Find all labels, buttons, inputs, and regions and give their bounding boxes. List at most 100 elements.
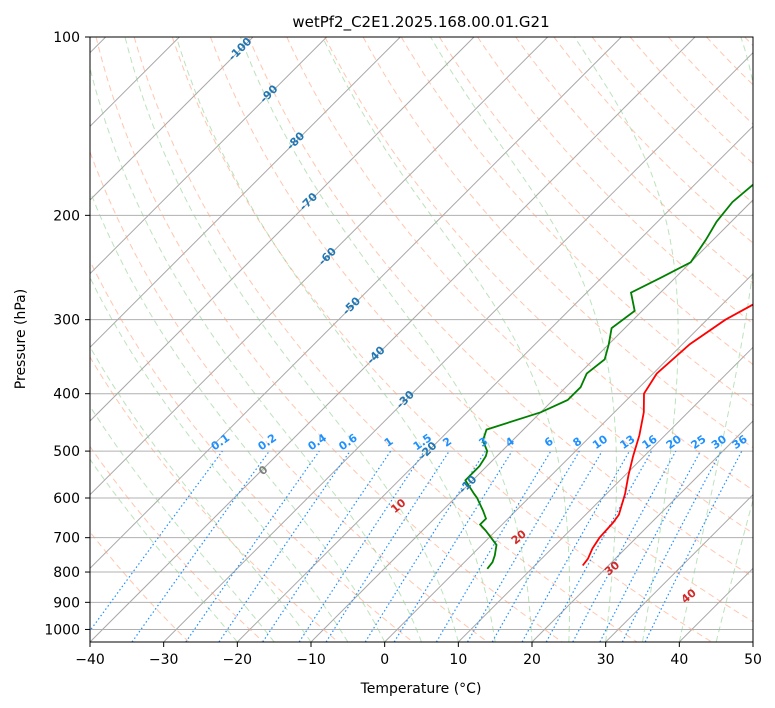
mixing-ratio-line [185,450,320,642]
isotherm-lines [90,37,753,642]
y-tick-label: 700 [53,531,80,547]
x-tick-label: 50 [744,652,762,668]
moist-adiabat-line [678,37,753,642]
dry-adiabat-line [248,37,753,578]
mixing-ratio-line [572,450,677,642]
moist-adiabat-line [90,276,349,642]
x-tick-label: 30 [597,652,615,668]
isotherm-line [236,125,753,642]
moist-adiabat-line [124,37,459,642]
moist-adiabat-line [322,37,571,642]
y-tick-label: 500 [53,444,80,460]
y-tick-label: 300 [53,313,80,329]
plot-frame [89,36,754,643]
mixing-ratio-line [90,450,223,632]
mixing-ratio-label: 0.1 [209,431,232,453]
isotherm-labels: -100-90-80-70-60-50-40-30-20-10 [226,37,480,496]
mixing-ratio-label: 16 [640,432,660,452]
mixing-ratio-line [393,450,513,642]
x-axis-label: Temperature (°C) [360,681,482,697]
moist-adiabat-line [574,37,679,642]
mixing-ratio-line [521,450,631,642]
dry-adiabat-line [90,259,414,642]
plot-area: -100-90-80-70-60-50-40-30-20-10 0.1 0.2 0.… [89,36,754,643]
mixing-ratio-line [644,450,743,642]
mixing-ratio-line [298,450,425,642]
dry-adiabat-line [438,37,753,366]
moist-adiabat-line [90,345,312,642]
isotherm-line [90,37,254,201]
chart-title: wetPf2_C2E1.2025.168.00.01.G21 [292,13,549,32]
moist-adiabat-line [239,37,533,642]
moist-adiabat-line [90,189,386,642]
mixing-ratio-line [466,450,580,642]
isotherm-line [90,37,328,275]
isotherm-line [310,199,753,642]
y-tick-label: 1000 [44,622,80,638]
moist-adiabat-line [430,37,617,642]
mixing-ratio-label: 3 [477,435,491,450]
dry-adiabat-line [706,37,753,86]
mixing-ratio-label: 36 [730,432,750,452]
dewpoint-line [464,183,753,570]
isotherm-line [531,420,753,642]
moist-adiabat-line [90,458,238,642]
isotherm-line [90,37,549,496]
x-axis-ticks: −40 −30 −20 −10 0 10 20 30 40 50 [75,642,762,668]
isotherm-line [384,272,753,642]
mixing-ratio-label: 10 [590,432,610,452]
dry-adiabat-line [591,37,753,204]
x-tick-label: 0 [380,652,389,668]
moist-adiabat-label: 30 [602,558,622,578]
y-tick-label: 200 [53,208,80,224]
x-tick-label: 40 [670,652,688,668]
dry-adiabat-line [210,37,753,623]
dry-adiabat-line [668,37,753,125]
y-tick-label: 100 [53,30,80,46]
y-tick-label: 800 [53,565,80,581]
isotherm-line [90,37,622,570]
isotherm-line [605,493,753,642]
mixing-ratio-label: 1 [382,435,396,450]
temperature-line [581,303,753,567]
mixing-ratio-label: 20 [664,432,684,452]
moist-adiabat-label: 20 [509,527,529,547]
dry-adiabat-line [90,445,264,642]
mixing-ratio-label: 8 [571,435,585,450]
mixing-ratio-label: 30 [709,432,729,452]
mixing-ratio-label: 0.4 [306,431,330,453]
mixing-ratio-line [599,450,702,642]
moist-adiabat-line [90,65,422,642]
dry-adiabat-line [90,150,488,642]
isotherm-line [90,37,696,642]
dry-adiabat-line [744,37,753,47]
y-tick-label: 900 [53,595,80,611]
dry-adiabat-lines [90,37,753,642]
mixing-ratio-line [131,450,270,642]
dry-adiabat-line [553,37,753,244]
dry-adiabat-line [95,37,563,642]
plot-clip-group: -100-90-80-70-60-50-40-30-20-10 0.1 0.2 0.… [90,37,753,642]
isotherm-line [678,567,753,642]
x-tick-label: 20 [523,652,541,668]
isotherm-line [90,37,475,422]
moist-adiabat-label: 40 [679,586,699,606]
x-tick-label: −30 [149,652,179,668]
moist-adiabat-labels: 0 10 20 30 40 [256,463,699,606]
dry-adiabat-line [171,37,712,642]
x-tick-label: 10 [449,652,467,668]
x-tick-label: −40 [75,652,105,668]
mixing-ratio-label: 25 [689,433,709,452]
moist-adiabat-line [715,498,753,642]
isotherm-line [752,641,753,642]
dry-adiabat-line [133,37,638,642]
y-tick-label: 400 [53,387,80,403]
profile-series [464,183,753,570]
moist-adiabat-line [175,37,496,642]
mixing-ratio-line [435,450,552,642]
isotherm-line [163,51,753,642]
dry-adiabat-line [324,37,753,491]
x-tick-label: −10 [296,652,326,668]
moist-adiabat-lines [90,37,753,642]
